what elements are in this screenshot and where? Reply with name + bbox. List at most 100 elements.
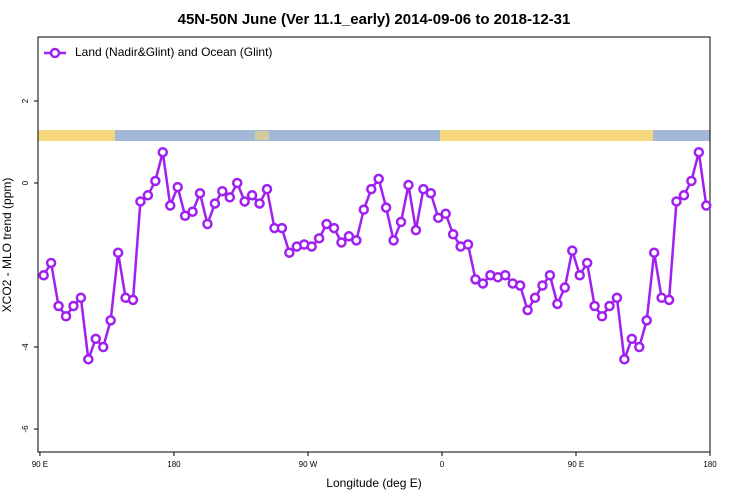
y-tick-label: -6 (21, 425, 30, 433)
data-point (187, 206, 198, 217)
data-point (112, 247, 124, 258)
data-point (202, 218, 213, 230)
data-point (701, 200, 712, 211)
x-tick-label: 180 (167, 460, 181, 469)
data-point (365, 183, 377, 195)
data-point (97, 341, 109, 353)
data-point (581, 257, 593, 269)
data-point (60, 311, 72, 322)
data-point (641, 315, 652, 326)
data-point (544, 270, 556, 281)
data-point (75, 292, 87, 304)
series-line (42, 151, 708, 360)
data-point (619, 354, 630, 365)
data-point (68, 300, 79, 312)
data-point (596, 311, 608, 322)
data-point (373, 173, 384, 185)
data-point (313, 233, 325, 244)
data-point (648, 247, 660, 258)
x-tick-label: 90 W (299, 460, 318, 469)
data-point (440, 208, 451, 219)
data-point (522, 304, 533, 316)
data-point (663, 294, 675, 306)
data-point (239, 196, 250, 207)
data-point (306, 241, 317, 252)
data-point (552, 298, 563, 310)
data-point (537, 280, 548, 291)
data-point (336, 237, 347, 248)
map-strip (38, 130, 710, 141)
data-point (380, 202, 392, 213)
data-point (53, 300, 64, 312)
data-point (678, 190, 690, 201)
data-point (276, 222, 288, 234)
y-tick-label: 0 (21, 180, 30, 185)
data-point (246, 190, 258, 201)
data-point (150, 175, 161, 187)
data-point (447, 228, 459, 240)
y-tick-label: 2 (21, 98, 30, 103)
data-point (395, 216, 407, 228)
data-point (90, 333, 102, 345)
data-point (135, 196, 146, 207)
data-point (477, 278, 489, 289)
data-point (418, 183, 429, 195)
data-point (351, 235, 362, 246)
legend-marker (49, 47, 61, 59)
data-point (261, 183, 273, 195)
data-point (604, 300, 615, 312)
x-tick-label: 180 (703, 460, 717, 469)
data-point (425, 187, 437, 199)
data-point (321, 218, 332, 230)
data-point (410, 224, 422, 236)
data-point (626, 333, 638, 345)
data-point (574, 270, 585, 281)
data-point (693, 146, 705, 158)
data-point (433, 212, 444, 224)
data-point (686, 175, 697, 187)
data-point (224, 192, 236, 203)
x-axis-label: Longitude (deg E) (326, 476, 421, 490)
x-tick-label: 90 E (568, 460, 584, 469)
data-point (217, 185, 228, 197)
data-point (634, 341, 645, 353)
plot-frame (37, 36, 711, 453)
data-point (358, 204, 370, 215)
chart-title: 45N-50N June (Ver 11.1_early) 2014-09-06… (178, 11, 571, 28)
data-point (142, 190, 154, 201)
data-point (209, 198, 221, 209)
data-point (529, 292, 541, 304)
data-point (589, 300, 600, 312)
x-tick-label: 0 (440, 460, 445, 469)
data-point (462, 239, 474, 250)
data-point (164, 200, 176, 211)
data-point (105, 315, 116, 326)
data-point (172, 181, 183, 193)
data-point (83, 354, 94, 365)
data-point (470, 274, 481, 285)
data-point (671, 196, 682, 207)
data-point (127, 294, 139, 306)
data-point (194, 187, 206, 199)
data-point (328, 222, 340, 234)
data-point (179, 210, 191, 222)
data-point (231, 177, 243, 189)
legend-label: Land (Nadir&Glint) and Ocean (Glint) (75, 45, 272, 59)
x-tick-label: 90 E (32, 460, 48, 469)
data-point (45, 257, 57, 269)
data-point (284, 247, 295, 258)
y-tick-label: -4 (21, 343, 30, 351)
data-point (611, 292, 623, 304)
y-axis-label: XCO2 - MLO trend (ppm) (0, 178, 14, 313)
data-point (343, 231, 355, 242)
data-point (514, 280, 526, 291)
data-point (254, 198, 265, 209)
data-point (157, 146, 169, 158)
data-point (38, 270, 49, 281)
data-point (559, 282, 571, 293)
data-point (403, 179, 414, 191)
data-point (567, 245, 578, 256)
data-point (388, 235, 399, 246)
data-point (500, 270, 511, 281)
